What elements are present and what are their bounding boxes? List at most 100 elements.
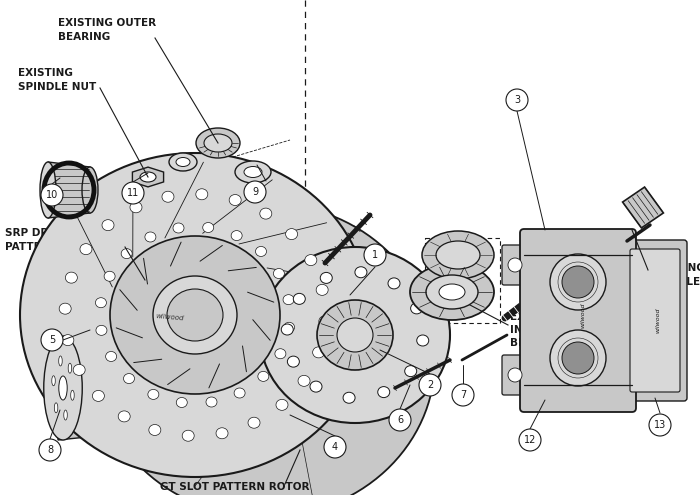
Ellipse shape: [206, 397, 217, 407]
Ellipse shape: [65, 272, 78, 283]
Polygon shape: [132, 167, 164, 187]
Ellipse shape: [260, 247, 450, 423]
FancyBboxPatch shape: [502, 245, 528, 285]
Ellipse shape: [562, 342, 594, 374]
Circle shape: [324, 436, 346, 458]
Ellipse shape: [106, 351, 117, 361]
Ellipse shape: [416, 335, 428, 346]
Ellipse shape: [231, 231, 242, 241]
Ellipse shape: [216, 428, 228, 439]
Ellipse shape: [508, 368, 522, 382]
Ellipse shape: [169, 153, 197, 171]
Circle shape: [506, 89, 528, 111]
Ellipse shape: [244, 166, 262, 178]
Text: 8: 8: [47, 445, 53, 455]
Text: EXISTING OUTER
BEARING: EXISTING OUTER BEARING: [58, 18, 156, 42]
Polygon shape: [622, 187, 664, 228]
Ellipse shape: [123, 374, 134, 384]
Ellipse shape: [96, 325, 107, 335]
Ellipse shape: [550, 330, 606, 386]
Ellipse shape: [149, 425, 161, 436]
Ellipse shape: [64, 410, 67, 420]
Text: 11: 11: [127, 188, 139, 198]
Ellipse shape: [274, 268, 284, 279]
Ellipse shape: [234, 388, 245, 398]
Polygon shape: [552, 233, 615, 285]
Ellipse shape: [92, 391, 104, 401]
Ellipse shape: [276, 399, 288, 410]
Ellipse shape: [153, 276, 237, 354]
Ellipse shape: [148, 390, 159, 399]
Ellipse shape: [118, 411, 130, 422]
Circle shape: [419, 374, 441, 396]
Ellipse shape: [55, 403, 58, 413]
Ellipse shape: [281, 324, 293, 335]
Ellipse shape: [68, 363, 71, 373]
Text: 5: 5: [49, 335, 55, 345]
Text: wilwood: wilwood: [655, 307, 661, 333]
Text: 9: 9: [252, 187, 258, 197]
Ellipse shape: [258, 371, 269, 381]
Ellipse shape: [145, 232, 156, 242]
Ellipse shape: [388, 278, 400, 289]
FancyBboxPatch shape: [520, 229, 636, 412]
Ellipse shape: [177, 278, 353, 442]
Polygon shape: [48, 162, 90, 218]
Ellipse shape: [378, 387, 390, 397]
Ellipse shape: [288, 356, 300, 367]
Text: EXISTING
SPINDLE: EXISTING SPINDLE: [650, 263, 700, 287]
Text: SRP DRILLED/SLOTTED
PATTERN ROTOR: SRP DRILLED/SLOTTED PATTERN ROTOR: [5, 228, 138, 251]
Circle shape: [244, 181, 266, 203]
Circle shape: [452, 384, 474, 406]
Ellipse shape: [140, 172, 156, 182]
Ellipse shape: [343, 392, 355, 403]
Ellipse shape: [256, 247, 267, 256]
Text: 2: 2: [427, 380, 433, 390]
Ellipse shape: [411, 303, 423, 314]
Ellipse shape: [298, 375, 310, 386]
Text: EXISTING
INNER
BEARING: EXISTING INNER BEARING: [510, 312, 565, 348]
Circle shape: [364, 244, 386, 266]
Ellipse shape: [283, 295, 294, 304]
Ellipse shape: [436, 241, 480, 269]
Ellipse shape: [550, 254, 606, 310]
Ellipse shape: [130, 202, 142, 213]
Ellipse shape: [95, 203, 435, 495]
Ellipse shape: [52, 376, 55, 386]
Ellipse shape: [317, 300, 393, 370]
Ellipse shape: [355, 267, 367, 278]
Ellipse shape: [82, 167, 98, 213]
Ellipse shape: [176, 397, 188, 407]
Ellipse shape: [337, 318, 373, 352]
FancyBboxPatch shape: [502, 355, 528, 395]
FancyBboxPatch shape: [630, 249, 680, 392]
Circle shape: [519, 429, 541, 451]
Ellipse shape: [439, 284, 465, 300]
Ellipse shape: [104, 271, 115, 281]
Polygon shape: [58, 336, 106, 440]
Text: GT SLOT PATTERN ROTOR: GT SLOT PATTERN ROTOR: [160, 482, 309, 492]
Ellipse shape: [248, 417, 260, 428]
Text: 6: 6: [397, 415, 403, 425]
Ellipse shape: [182, 430, 194, 441]
Ellipse shape: [260, 208, 272, 219]
FancyBboxPatch shape: [623, 240, 687, 401]
Ellipse shape: [62, 335, 74, 346]
Ellipse shape: [293, 294, 305, 304]
Ellipse shape: [286, 229, 298, 240]
Ellipse shape: [60, 303, 71, 314]
Ellipse shape: [43, 336, 83, 440]
Ellipse shape: [422, 231, 494, 279]
Ellipse shape: [203, 223, 214, 233]
Text: 12: 12: [524, 435, 536, 445]
Ellipse shape: [102, 220, 114, 231]
Ellipse shape: [196, 189, 208, 200]
Text: 1: 1: [372, 250, 378, 260]
Ellipse shape: [562, 266, 594, 298]
Ellipse shape: [310, 381, 322, 392]
Circle shape: [41, 184, 63, 206]
Text: wilwood: wilwood: [580, 302, 585, 328]
Text: 7: 7: [460, 390, 466, 400]
Ellipse shape: [196, 128, 240, 158]
Ellipse shape: [20, 153, 370, 477]
